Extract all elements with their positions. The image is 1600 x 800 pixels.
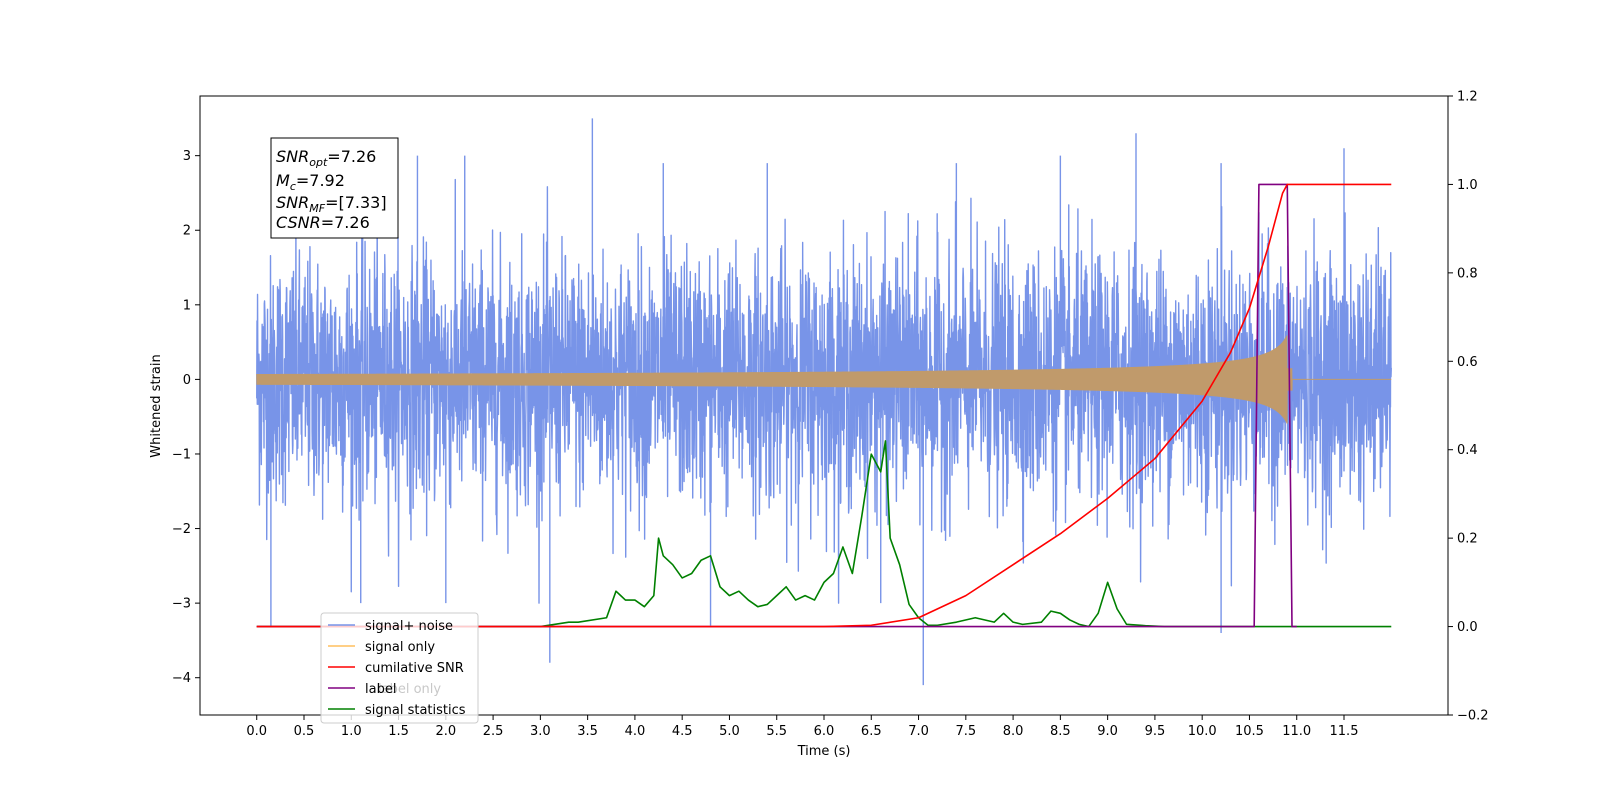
y-right-tick-label: 0.6 <box>1457 355 1478 370</box>
annotation-csnr-value: =7.26 <box>321 213 370 232</box>
legend-entry-label-only: label only <box>378 682 441 697</box>
legend-label-signal-noise: signal+ noise <box>365 619 453 634</box>
annotation-box-frame <box>270 137 399 239</box>
annotation-snr-mf-base: SNR <box>276 193 309 212</box>
y-left-tick-label: −2 <box>172 522 191 537</box>
y-left-tick-label: −4 <box>172 671 191 686</box>
signal-plus-noise-series <box>256 118 1392 686</box>
y-right-tick-label: 0.8 <box>1457 266 1478 281</box>
legend-entry-signal-noise: signal+ noise <box>328 619 453 634</box>
x-tick-label: 11.5 <box>1330 724 1359 739</box>
y-right-tick-label: 1.0 <box>1457 178 1478 193</box>
x-tick-label: 1.5 <box>388 724 409 739</box>
y-left-tick-label: 0 <box>183 373 191 388</box>
x-tick-label: 3.5 <box>577 724 598 739</box>
legend-label-label: label <box>365 682 396 697</box>
annotation-snr-mf: SNRMF=[7.33] <box>276 193 387 215</box>
y-left-tick-label: −3 <box>172 597 191 612</box>
y-right-tick-label: 1.2 <box>1457 90 1478 105</box>
x-tick-label: 8.0 <box>1003 724 1024 739</box>
cumulative-snr-line <box>256 183 1392 628</box>
x-tick-label: 10.5 <box>1235 724 1264 739</box>
annotation-chirp-mass-sub: c <box>290 180 296 193</box>
x-tick-label: 1.0 <box>341 724 362 739</box>
y-left-tick-label: 2 <box>183 224 191 239</box>
x-tick-label: 0.0 <box>246 724 267 739</box>
x-tick-label: 2.5 <box>483 724 504 739</box>
annotation-csnr: CSNR=7.26 <box>276 213 370 232</box>
y-right-tick-label: 0.2 <box>1457 532 1478 547</box>
y-right-tick-label: 0.0 <box>1457 620 1478 635</box>
legend-label-cumulative-snr: cumilative SNR <box>365 661 464 676</box>
y-right-tick-label: −0.2 <box>1457 709 1489 724</box>
y-axis-label-left: Whitened strain <box>149 354 164 457</box>
annotation-snr-opt-value: =7.26 <box>327 147 376 166</box>
y-left-tick-label: 1 <box>183 298 191 313</box>
annotation-snr-opt-base: SNR <box>276 147 309 166</box>
x-tick-label: 7.5 <box>955 724 976 739</box>
y-right-tick-label: 0.4 <box>1457 443 1478 458</box>
x-tick-label: 5.5 <box>766 724 787 739</box>
signal-plus-noise-line <box>256 118 1392 686</box>
x-tick-label: 9.5 <box>1145 724 1166 739</box>
x-tick-label: 5.0 <box>719 724 740 739</box>
legend-entry-label: label <box>328 682 396 697</box>
annotation-csnr-base: CSNR <box>276 213 321 232</box>
x-tick-label: 8.5 <box>1050 724 1071 739</box>
annotation-chirp-mass-value: =7.92 <box>296 171 345 190</box>
annotation-snr-mf-value: =[7.33] <box>325 193 387 212</box>
x-tick-label: 4.5 <box>672 724 693 739</box>
annotation-snr-opt: SNRopt=7.26 <box>276 147 376 169</box>
stats-annotation-box: SNRopt=7.26 Mc=7.92 SNRMF=[7.33] CSNR=7.… <box>270 137 399 239</box>
annotation-chirp-mass: Mc=7.92 <box>276 171 345 193</box>
x-tick-label: 11.0 <box>1282 724 1311 739</box>
x-tick-label: 7.0 <box>908 724 929 739</box>
annotation-snr-mf-sub: MF <box>309 202 325 215</box>
legend-entry-signal-only: signal only <box>328 640 435 655</box>
x-tick-label: 2.0 <box>435 724 456 739</box>
legend: signal+ noise signal only cumilative SNR… <box>320 612 479 724</box>
annotation-chirp-mass-base: M <box>276 171 290 190</box>
right-y-axis-ticks: −0.2 0.0 0.2 0.4 0.6 0.8 1.0 1.2 <box>1448 90 1489 724</box>
x-tick-label: 4.0 <box>625 724 646 739</box>
signal-statistics-line <box>256 440 1392 628</box>
y-left-tick-label: 3 <box>183 149 191 164</box>
legend-frame <box>320 612 479 724</box>
legend-entry-signal-statistics: signal statistics <box>328 703 466 718</box>
x-tick-label: 0.5 <box>294 724 315 739</box>
x-axis-ticks: 0.0 0.5 1.0 1.5 2.0 2.5 3.0 3.5 4.0 4.5 5.0 5.5 6.0 6… <box>246 715 1358 739</box>
legend-label-signal-only: signal only <box>365 640 435 655</box>
y-left-tick-label: −1 <box>172 447 191 462</box>
left-y-axis-ticks: −4 −3 −2 −1 0 1 2 3 <box>172 149 200 686</box>
x-tick-label: 10.0 <box>1188 724 1217 739</box>
right-axis-series <box>256 183 1392 628</box>
signal-only-series <box>256 335 1392 424</box>
x-tick-label: 6.0 <box>814 724 835 739</box>
signal-only-line <box>256 335 1392 424</box>
label-line <box>256 183 1297 628</box>
legend-entry-cumulative-snr: cumilative SNR <box>328 661 464 676</box>
x-axis-label: Time (s) <box>797 744 851 759</box>
x-tick-label: 3.0 <box>530 724 551 739</box>
legend-label-label-only: label only <box>378 682 441 697</box>
x-tick-label: 9.0 <box>1097 724 1118 739</box>
annotation-snr-opt-sub: opt <box>309 156 328 169</box>
x-tick-label: 6.5 <box>861 724 882 739</box>
legend-label-signal-statistics: signal statistics <box>365 703 466 718</box>
